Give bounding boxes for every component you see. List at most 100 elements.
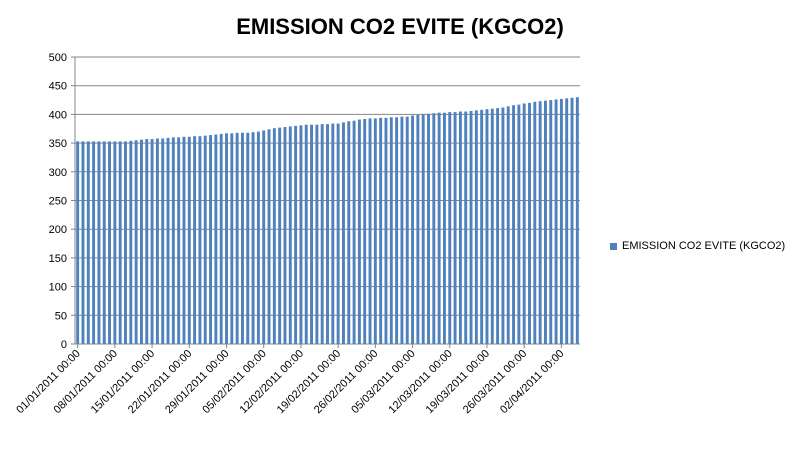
- bar: [326, 124, 329, 345]
- bar: [251, 132, 255, 344]
- bar: [177, 137, 181, 344]
- bar: [490, 108, 494, 344]
- bar: [219, 133, 223, 344]
- bar: [203, 135, 207, 344]
- bar: [570, 97, 574, 344]
- bar: [145, 139, 149, 344]
- bar: [102, 141, 106, 344]
- x-tick-label: 12/02/2011 00:00: [238, 348, 306, 416]
- bar: [288, 126, 292, 344]
- bar: [198, 136, 202, 344]
- y-tick-label: 450: [49, 81, 67, 93]
- bar: [575, 97, 579, 345]
- bar: [379, 117, 383, 345]
- bar: [331, 123, 335, 344]
- bar: [485, 109, 489, 344]
- bar: [256, 131, 260, 344]
- bar: [76, 141, 80, 344]
- bar: [368, 118, 372, 344]
- bar: [108, 141, 112, 344]
- bar: [155, 138, 159, 344]
- bar: [124, 141, 127, 344]
- bar: [267, 129, 271, 344]
- bar: [411, 115, 415, 344]
- bar: [480, 109, 484, 344]
- bar: [182, 136, 186, 344]
- bar: [437, 112, 441, 344]
- bar: [533, 101, 537, 344]
- bar: [235, 132, 239, 344]
- bar: [86, 141, 90, 344]
- bar: [214, 134, 218, 344]
- bar: [272, 128, 276, 344]
- bar: [320, 124, 324, 345]
- x-tick-label: 12/03/2011 00:00: [386, 348, 454, 416]
- y-tick-label: 350: [49, 138, 67, 150]
- bar: [240, 132, 244, 344]
- bar: [225, 133, 228, 344]
- bar: [512, 105, 516, 344]
- x-tick-label: 15/01/2011 00:00: [89, 348, 157, 416]
- bar: [118, 141, 122, 344]
- bar: [464, 111, 468, 344]
- bar: [421, 114, 425, 345]
- bar: [97, 141, 101, 344]
- bar: [432, 113, 436, 344]
- bar: [528, 102, 531, 344]
- bar: [389, 117, 393, 345]
- legend: EMISSION CO2 EVITE (KGCO2): [610, 240, 785, 252]
- y-tick-label: 0: [61, 339, 67, 351]
- bar: [416, 114, 420, 344]
- x-tick-label: 08/01/2011 00:00: [52, 348, 120, 416]
- x-tick-label: 26/02/2011 00:00: [312, 348, 380, 416]
- bar: [384, 117, 388, 345]
- legend-label: EMISSION CO2 EVITE (KGCO2): [622, 240, 786, 252]
- bar: [453, 112, 457, 344]
- bar: [549, 100, 553, 344]
- bar: [517, 104, 521, 344]
- x-tick-label: 29/01/2011 00:00: [163, 348, 231, 416]
- bar: [458, 111, 462, 344]
- bar: [448, 112, 452, 344]
- bar: [262, 130, 266, 344]
- x-tick-label: 05/02/2011 00:00: [200, 348, 268, 416]
- bar: [246, 132, 250, 344]
- bar: [113, 141, 117, 344]
- bar: [347, 121, 351, 345]
- bar: [522, 103, 526, 344]
- bar: [278, 127, 282, 345]
- bar: [554, 99, 558, 344]
- legend-swatch: [610, 242, 617, 250]
- bar: [134, 140, 138, 344]
- bar: [193, 136, 197, 344]
- bar: [357, 119, 361, 344]
- x-tick-label: 01/01/2011 00:00: [14, 348, 82, 416]
- bar: [565, 98, 569, 344]
- bar: [336, 123, 340, 344]
- y-tick-label: 500: [49, 52, 67, 64]
- y-tick-label: 100: [49, 282, 67, 294]
- x-tick-label: 19/03/2011 00:00: [424, 348, 492, 416]
- y-tick-label: 300: [49, 167, 67, 179]
- bar: [405, 116, 409, 344]
- bar: [310, 124, 314, 345]
- bar: [341, 122, 345, 344]
- bar: [501, 107, 505, 345]
- x-tick-label: 22/01/2011 00:00: [126, 348, 194, 416]
- bar: [559, 98, 563, 344]
- x-tick-label: 02/04/2011 00:00: [498, 348, 566, 416]
- bar: [373, 118, 377, 344]
- bar: [506, 106, 510, 344]
- bar: [81, 141, 85, 344]
- bar: [187, 136, 191, 344]
- x-tick-label: 05/03/2011 00:00: [349, 348, 417, 416]
- bar: [400, 116, 404, 344]
- bar: [209, 135, 213, 344]
- bar: [427, 113, 430, 345]
- bar: [283, 127, 287, 344]
- bar: [315, 124, 319, 345]
- bar: [363, 118, 367, 344]
- bar: [352, 120, 356, 345]
- y-tick-label: 250: [49, 196, 67, 208]
